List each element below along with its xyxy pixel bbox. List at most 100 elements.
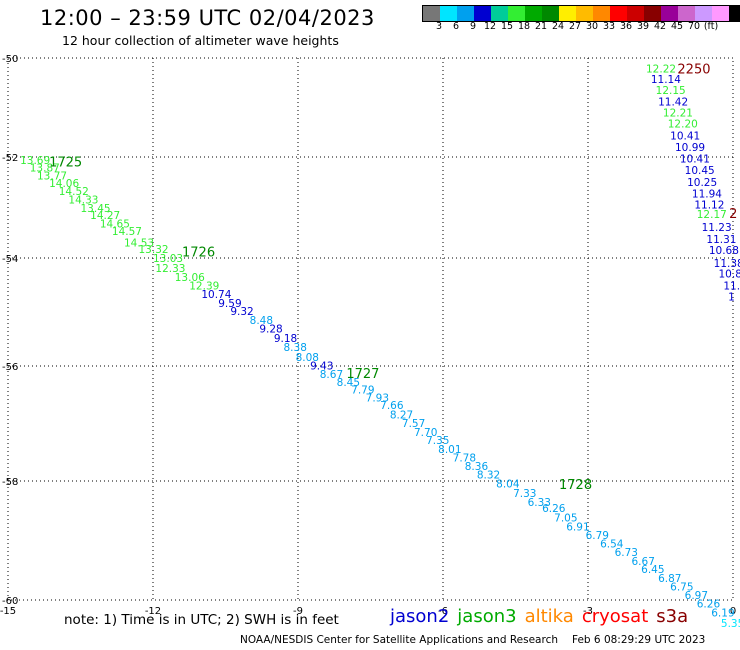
wave-height-label: 11.31 <box>706 234 736 246</box>
color-scale-labels: 3 6 9 12 15 18 21 24 27 30 33 36 39 42 45 70 (ft) <box>422 21 740 33</box>
wave-height-label: 5.35 <box>721 618 740 630</box>
wave-height-label: 8.38 <box>284 342 307 354</box>
wave-height-label: 7.35 <box>426 435 449 447</box>
wave-height-label: 11.12 <box>694 200 724 212</box>
note-text: note: 1) Time is in UTC; 2) SWH is in fe… <box>64 612 339 628</box>
legend-swatch <box>457 6 474 21</box>
legend-swatch <box>491 6 508 21</box>
legend-swatch <box>712 6 729 21</box>
wave-height-label: 12.39 <box>189 280 219 292</box>
wave-height-label: 9.59 <box>218 298 241 310</box>
legend-swatch <box>644 6 661 21</box>
legend-label: 45 <box>670 21 684 32</box>
wave-height-label: 8.36 <box>465 461 489 473</box>
map-frame <box>7 57 734 601</box>
legend-swatch <box>423 6 440 21</box>
y-tick-label: -58 <box>2 477 18 488</box>
x-tick-label: -15 <box>0 606 16 617</box>
wave-height-label: 6.87 <box>658 573 681 585</box>
wave-height-label: 8.32 <box>477 470 500 482</box>
x-tick-label: -9 <box>293 606 303 617</box>
legend-swatch <box>729 6 740 21</box>
wave-height-label: 7.33 <box>513 488 536 500</box>
wave-height-label: 7.05 <box>554 513 577 525</box>
wave-height-label: 13.06 <box>175 272 205 284</box>
wave-height-label: 6.73 <box>615 547 638 559</box>
wave-height-label: 14.57 <box>112 226 142 238</box>
wave-height-label: 8.45 <box>337 377 360 389</box>
legend-swatch <box>542 6 559 21</box>
satellite-label: altika <box>524 606 574 627</box>
y-tick-label: -60 <box>2 596 18 607</box>
legend-label: 24 <box>551 21 565 32</box>
satellite-label: s3a <box>656 606 689 627</box>
track-2250: 12.2211.1412.1511.4212.2112.2010.4110.99… <box>646 63 740 303</box>
legend-label: 70 <box>687 21 701 32</box>
wave-height-label: 11.94 <box>692 188 722 200</box>
wave-height-label: 6.79 <box>586 530 609 542</box>
pass-time-labels: 1725 1726 1727 1728 2250 2 <box>49 62 737 493</box>
wave-height-label: 8.48 <box>250 315 273 327</box>
wave-height-label: 12.17 <box>697 209 727 221</box>
wave-height-label: 10.41 <box>670 131 700 143</box>
wave-height-label: 7.57 <box>402 418 425 430</box>
wave-height-label: 12.15 <box>656 85 686 97</box>
wave-height-label: 10.74 <box>201 289 231 301</box>
wave-height-label: 12.33 <box>155 263 185 275</box>
wave-height-label: 7.70 <box>414 427 437 439</box>
wave-height-label: 14.52 <box>59 186 89 198</box>
legend-swatch <box>525 6 542 21</box>
wave-height-label: 14.06 <box>49 178 79 190</box>
wave-height-label: 11.42 <box>658 96 688 108</box>
wave-height-label: 6.26 <box>697 599 721 611</box>
legend-swatch <box>508 6 525 21</box>
pass-time-label: 2 <box>729 207 737 222</box>
legend-label: 30 <box>585 21 599 32</box>
wave-height-label: 11.38 <box>714 258 740 270</box>
y-tick-label: -56 <box>2 362 18 373</box>
wave-height-label: 8.08 <box>296 352 319 364</box>
wave-height-label: 6.33 <box>528 497 551 509</box>
wave-height-label: 9.18 <box>274 333 297 345</box>
wave-height-label: 12.21 <box>663 107 693 119</box>
wave-height-label: 6.67 <box>632 556 655 568</box>
wave-height-label: 10.41 <box>680 153 710 165</box>
legend-label: 3 <box>435 21 443 32</box>
wave-height-label: 14.27 <box>90 210 120 222</box>
wave-height-label: 10.25 <box>687 177 717 189</box>
y-tick-label: -52 <box>2 153 18 164</box>
wave-height-label: 14.53 <box>124 237 154 249</box>
wave-height-label: 1 <box>728 292 735 304</box>
legend-label: 9 <box>469 21 477 32</box>
wave-height-label: 11.23 <box>702 222 732 234</box>
y-tick-label: -50 <box>2 54 18 65</box>
map-grid <box>7 57 734 601</box>
wave-height-label: 13.32 <box>139 244 169 256</box>
map-axes: -15 -12 -9 -6 -3 0 -50 -52 -54 -56 -58 -60 <box>0 54 736 617</box>
legend-label: 15 <box>500 21 514 32</box>
pass-time-label: 1726 <box>182 246 215 261</box>
satellite-legend: jason2 jason3 altika cryosat s3a <box>390 606 696 627</box>
legend-swatch <box>627 6 644 21</box>
satellite-label: cryosat <box>581 606 649 627</box>
wave-height-label: 6.45 <box>641 564 664 576</box>
wave-height-label: 10.99 <box>675 142 705 154</box>
wave-height-label: 12.22 <box>646 63 676 75</box>
wave-height-label: 6.54 <box>600 538 624 550</box>
legend-swatch <box>695 6 712 21</box>
legend-label: (ft) <box>703 21 719 32</box>
wave-height-label: 9.43 <box>310 360 333 372</box>
track-jason3: 13.6913.8713.7714.0614.5214.3313.4514.27… <box>20 155 740 630</box>
pass-time-label: 1728 <box>559 478 592 493</box>
pass-time-label: 1725 <box>49 155 82 170</box>
wave-height-label: 6.19 <box>711 608 734 620</box>
legend-label: 12 <box>483 21 497 32</box>
x-tick-label: -12 <box>145 606 161 617</box>
wave-height-label: 8.67 <box>320 369 343 381</box>
wave-height-label: 13.69 <box>20 155 50 167</box>
wave-height-label: 6.26 <box>542 503 566 515</box>
footer-timestamp: Feb 6 08:29:29 UTC 2023 <box>572 634 706 646</box>
wave-height-label: 11. <box>723 280 740 292</box>
pass-time-label: 1727 <box>346 367 379 382</box>
